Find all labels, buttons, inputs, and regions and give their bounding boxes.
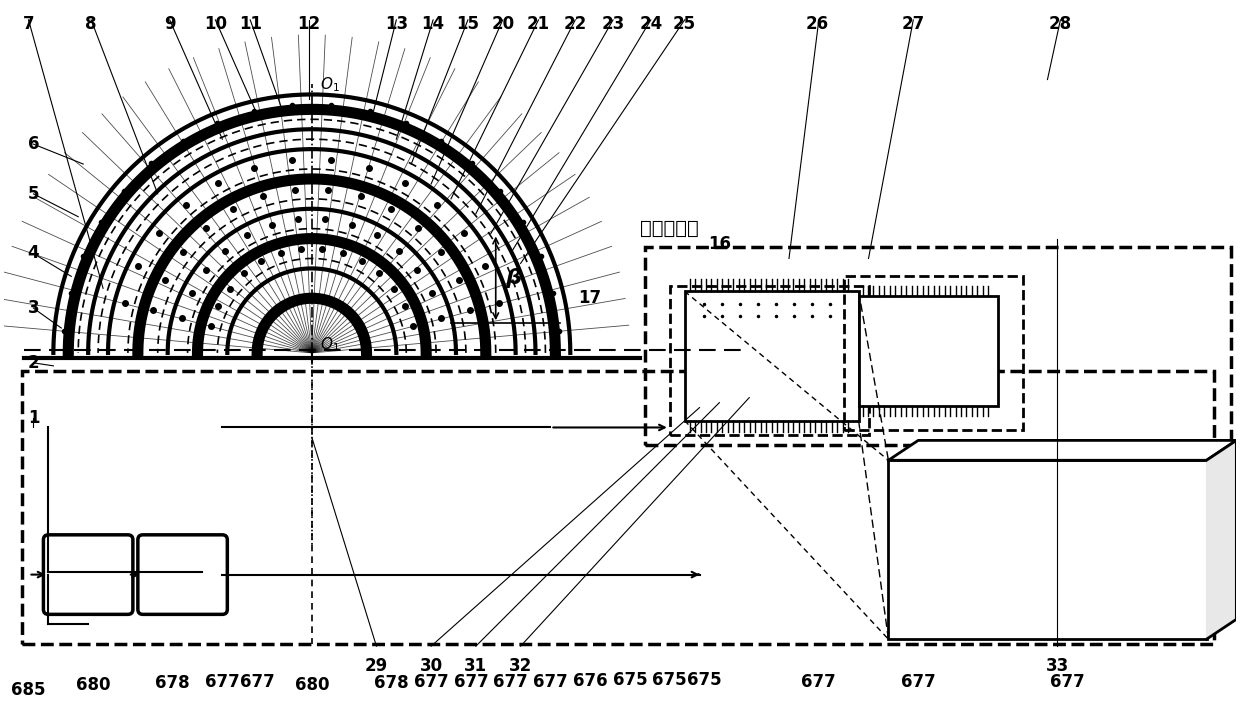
Text: 3: 3 [27, 299, 40, 317]
Text: 31: 31 [464, 657, 487, 675]
Text: 675: 675 [652, 671, 687, 689]
Text: 675: 675 [613, 671, 647, 689]
Text: 680: 680 [295, 676, 329, 694]
Text: 11: 11 [238, 15, 262, 33]
Text: 677: 677 [454, 673, 489, 691]
Text: 32: 32 [508, 657, 532, 675]
Bar [645, 247, 1231, 446]
FancyBboxPatch shape [43, 535, 133, 614]
Text: 678: 678 [155, 674, 190, 692]
Polygon shape [888, 440, 1236, 460]
Text: 26: 26 [805, 15, 828, 33]
Bar [684, 291, 858, 420]
Text: 677: 677 [801, 673, 836, 691]
Text: 33: 33 [1045, 657, 1069, 675]
Text: 8: 8 [86, 15, 97, 33]
Text: 10: 10 [203, 15, 227, 33]
Text: 25: 25 [673, 15, 696, 33]
Text: 30: 30 [419, 657, 443, 675]
Text: 6: 6 [27, 135, 40, 153]
Text: 29: 29 [365, 657, 388, 675]
Text: 27: 27 [901, 15, 925, 33]
Text: 677: 677 [1050, 673, 1085, 691]
Bar [888, 460, 1207, 639]
Text: $O_1$: $O_1$ [320, 75, 340, 93]
Text: 678: 678 [374, 674, 409, 692]
Text: 9: 9 [164, 15, 176, 33]
Text: 1: 1 [27, 408, 40, 427]
Text: 677: 677 [494, 673, 528, 691]
Text: 2: 2 [27, 354, 40, 372]
Text: $O_1$: $O_1$ [320, 335, 340, 354]
Text: 4: 4 [27, 245, 40, 262]
Text: 677: 677 [414, 673, 449, 691]
Text: 680: 680 [76, 676, 110, 694]
Text: 13: 13 [384, 15, 408, 33]
Text: 17: 17 [579, 289, 601, 307]
Text: 676: 676 [573, 672, 608, 690]
Text: 677: 677 [205, 673, 239, 691]
Text: 28: 28 [1049, 15, 1071, 33]
Text: β: β [506, 269, 522, 288]
Bar [670, 286, 868, 435]
Text: 20: 20 [491, 15, 515, 33]
Text: 24: 24 [639, 15, 662, 33]
Text: 675: 675 [687, 671, 722, 689]
Text: 5: 5 [27, 185, 40, 203]
Text: 16: 16 [708, 235, 730, 252]
Text: 677: 677 [533, 673, 568, 691]
Bar [843, 276, 1023, 430]
Text: 12: 12 [298, 15, 320, 33]
Bar [858, 296, 998, 406]
FancyBboxPatch shape [138, 535, 227, 614]
Text: 14: 14 [422, 15, 445, 33]
Polygon shape [1207, 440, 1236, 639]
Text: 21: 21 [527, 15, 551, 33]
Text: 23: 23 [601, 15, 625, 33]
Text: 677: 677 [239, 673, 274, 691]
Text: 685: 685 [11, 681, 46, 699]
Text: 7: 7 [22, 15, 35, 33]
Bar [21, 370, 1214, 644]
Text: 子午面视图: 子午面视图 [640, 219, 698, 238]
Text: 22: 22 [564, 15, 587, 33]
Text: 15: 15 [456, 15, 480, 33]
Text: 677: 677 [900, 673, 936, 691]
